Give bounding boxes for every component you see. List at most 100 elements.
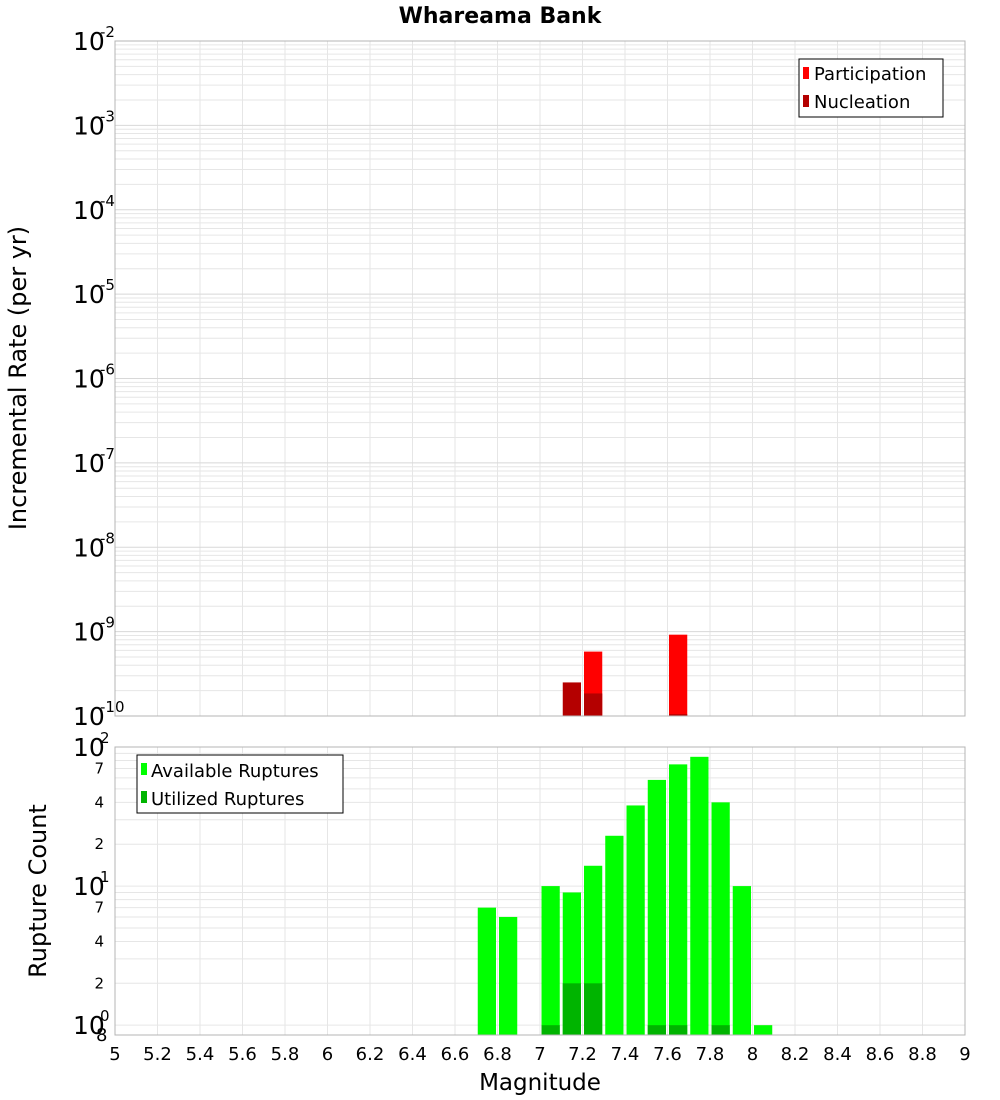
nucleation-bar <box>562 682 581 716</box>
x-tick-label: 8.2 <box>781 1044 810 1065</box>
legend-nucleation-label: Nucleation <box>814 92 910 113</box>
legend-nucleation-swatch <box>803 95 809 107</box>
x-tick-label: 6 <box>322 1044 333 1065</box>
chart-title: Whareama Bank <box>399 4 603 29</box>
x-tick-label: 6.6 <box>441 1044 470 1065</box>
utilized-ruptures-bar <box>541 1025 560 1035</box>
legend-top-frame <box>798 58 944 118</box>
available-ruptures-bar <box>711 802 730 1035</box>
top-y-tick-exponent: -5 <box>100 276 115 294</box>
top-y-tick-label: 10-9 <box>73 614 115 647</box>
legend-bottom-frame <box>136 754 344 814</box>
bottom-y-major-label: 100 <box>73 1007 110 1040</box>
top-y-axis-label: Incremental Rate (per yr) <box>4 226 32 530</box>
legend-available-swatch <box>141 763 147 775</box>
top-y-tick-exponent: -10 <box>100 698 125 716</box>
top-y-tick-label: 10-7 <box>73 445 115 478</box>
top-y-tick-base: 10 <box>73 27 105 56</box>
bottom-y-major-base: 10 <box>73 733 105 762</box>
available-ruptures-bar <box>626 805 645 1035</box>
top-y-tick-base: 10 <box>73 280 105 309</box>
bottom-y-minor-label: 4 <box>94 793 104 811</box>
x-tick-label: 8.8 <box>908 1044 937 1065</box>
legend-top: Participation Nucleation <box>798 58 944 118</box>
x-tick-label: 5.8 <box>271 1044 300 1065</box>
top-y-tick-exponent: -2 <box>100 23 115 41</box>
legend-utilized-swatch <box>141 791 147 803</box>
top-y-tick-base: 10 <box>73 702 105 731</box>
top-y-tick-label: 10-4 <box>73 192 115 225</box>
bottom-y-minor-label: 2 <box>94 835 104 853</box>
top-y-tick-exponent: -7 <box>100 445 115 463</box>
bottom-plot-area <box>114 746 966 1036</box>
top-y-tick-label: 10-3 <box>73 107 115 140</box>
available-ruptures-bar <box>690 756 709 1035</box>
utilized-ruptures-bar <box>562 983 581 1035</box>
legend-participation-swatch <box>803 67 809 79</box>
top-y-tick-exponent: -6 <box>100 361 115 379</box>
top-y-tick-exponent: -3 <box>100 107 115 125</box>
top-plot-area <box>114 40 966 717</box>
top-y-tick-label: 10-6 <box>73 361 115 394</box>
bottom-y-minor-label: 2 <box>94 974 104 992</box>
bottom-y-major-base: 10 <box>73 1011 105 1040</box>
x-axis-label: Magnitude <box>479 1070 601 1096</box>
x-tick-label: 7.2 <box>568 1044 597 1065</box>
bottom-y-axis-label: Rupture Count <box>24 804 52 978</box>
available-ruptures-bar <box>669 764 688 1035</box>
x-tick-label: 8.4 <box>823 1044 852 1065</box>
available-ruptures-bar <box>647 779 666 1035</box>
top-y-tick-exponent: -4 <box>100 192 115 210</box>
top-y-tick-label: 10-10 <box>73 698 125 731</box>
nucleation-bar <box>584 693 603 716</box>
top-y-tick-label: 10-2 <box>73 23 115 56</box>
x-tick-label: 6.2 <box>356 1044 385 1065</box>
available-ruptures-bar <box>754 1025 773 1035</box>
x-tick-label: 7.6 <box>653 1044 682 1065</box>
available-ruptures-bar <box>605 835 624 1035</box>
x-tick-label: 7 <box>534 1044 545 1065</box>
legend-bottom: Available Ruptures Utilized Ruptures <box>136 754 344 814</box>
x-tick-label: 5 <box>109 1044 120 1065</box>
available-ruptures-bar <box>541 886 560 1035</box>
x-tick-label: 8.6 <box>866 1044 895 1065</box>
bottom-y-minor-label: 7 <box>94 899 104 917</box>
available-ruptures-bar <box>732 886 751 1035</box>
top-y-tick-base: 10 <box>73 111 105 140</box>
bottom-y-minor-label: 7 <box>94 760 104 778</box>
bottom-plot-frame <box>114 746 966 1036</box>
bottom-y-major-base: 10 <box>73 872 105 901</box>
x-tick-label: 5.6 <box>228 1044 257 1065</box>
x-tick-label: 6.8 <box>483 1044 512 1065</box>
utilized-ruptures-bar <box>584 983 603 1035</box>
top-y-tick-base: 10 <box>73 449 105 478</box>
bottom-y-major-exponent: 0 <box>100 1007 110 1025</box>
x-tick-label: 8 <box>747 1044 758 1065</box>
top-y-tick-exponent: -8 <box>100 529 115 547</box>
bottom-y-major-exponent: 1 <box>100 868 110 886</box>
available-ruptures-bar <box>477 907 496 1035</box>
x-tick-label: 5.4 <box>186 1044 215 1065</box>
available-ruptures-bar <box>499 916 518 1035</box>
top-y-tick-base: 10 <box>73 365 105 394</box>
x-tick-label: 9 <box>959 1044 970 1065</box>
bottom-y-edge-label: 8 <box>96 1025 107 1046</box>
top-y-tick-base: 10 <box>73 618 105 647</box>
utilized-ruptures-bar <box>647 1025 666 1035</box>
nucleation-bar <box>669 714 688 716</box>
legend-utilized-label: Utilized Ruptures <box>151 789 304 810</box>
bottom-y-minor-label: 4 <box>94 932 104 950</box>
top-y-tick-exponent: -9 <box>100 614 115 632</box>
utilized-ruptures-bar <box>669 1025 688 1035</box>
x-tick-label: 7.8 <box>696 1044 725 1065</box>
bottom-y-major-label: 101 <box>73 868 110 901</box>
top-y-tick-label: 10-8 <box>73 529 115 562</box>
bottom-y-major-exponent: 2 <box>100 729 110 747</box>
utilized-ruptures-bar <box>711 1025 730 1035</box>
top-y-tick-base: 10 <box>73 196 105 225</box>
top-plot-frame <box>114 40 966 717</box>
x-tick-label: 6.4 <box>398 1044 427 1065</box>
top-y-tick-label: 10-5 <box>73 276 115 309</box>
x-tick-label: 5.2 <box>143 1044 172 1065</box>
